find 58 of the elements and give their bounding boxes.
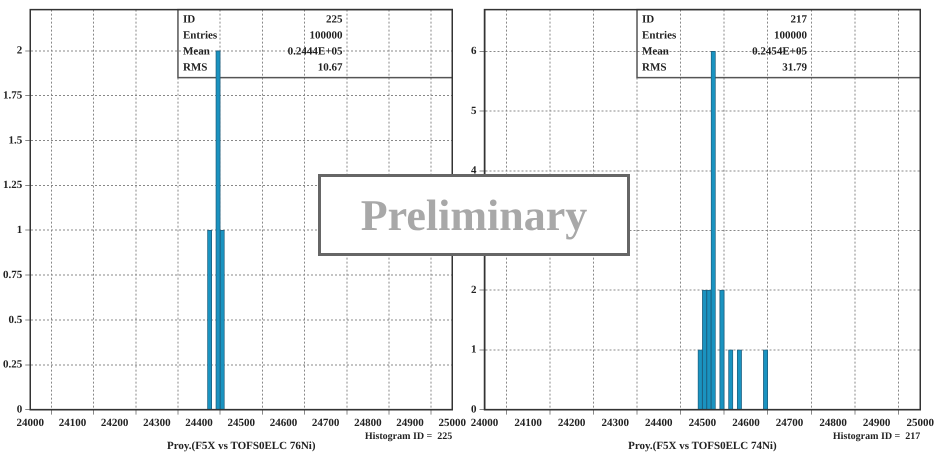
x-tick-label: 24100 <box>58 417 87 430</box>
x-tick-label: 24600 <box>270 417 298 430</box>
text: Histogram ID = 225 <box>364 431 452 442</box>
preliminary-stamp: Preliminary <box>318 174 630 256</box>
annotation: 217 <box>790 13 808 26</box>
annotation: RMS <box>182 61 208 74</box>
x-tick-label: 24300 <box>143 417 172 430</box>
x-tick-label: 24400 <box>185 417 214 430</box>
annotation: 100000 <box>774 29 808 42</box>
y-tick-label: 1.75 <box>3 90 23 102</box>
annotation: 0.2444E+05 <box>288 45 344 58</box>
annotation: Entries <box>182 29 218 42</box>
x-axis-title: Proy.(F5X vs TOFS0ELC 76Ni) <box>166 440 316 452</box>
x-axis-title: Proy.(F5X vs TOFS0ELC 74Ni) <box>628 440 777 452</box>
annotation: Mean <box>642 45 669 58</box>
x-tick-label: 25000 <box>438 417 466 430</box>
annotation: ID <box>642 13 654 26</box>
x-tick-label: 24000 <box>16 417 44 430</box>
y-tick-label: 1 <box>471 344 476 356</box>
x-tick-label: 24900 <box>862 417 891 430</box>
y-tick-label: 1 <box>16 224 22 236</box>
annotation: 10.67 <box>318 61 344 74</box>
y-tick-label: 5 <box>471 104 477 117</box>
x-tick-label: 24600 <box>732 417 760 430</box>
x-tick-label: 24000 <box>470 417 499 430</box>
x-tick-label: 24700 <box>776 417 804 430</box>
x-tick-label: 24500 <box>228 417 256 430</box>
x-tick-label: 24100 <box>514 417 542 430</box>
y-tick-label: 0 <box>16 403 23 416</box>
y-tick-label: 0.75 <box>3 268 23 281</box>
y-tick-label: 0.5 <box>8 314 23 326</box>
y-tick-label: 0 <box>471 403 477 416</box>
annotation: 31.79 <box>782 61 808 74</box>
x-tick-label: 24700 <box>312 417 340 430</box>
annotation: ID <box>182 13 196 26</box>
x-tick-label: 24300 <box>601 417 630 430</box>
x-tick-label: 24200 <box>558 417 586 430</box>
x-tick-label: 24500 <box>688 417 717 430</box>
x-tick-label: 24800 <box>354 417 382 430</box>
y-tick-label: 2 <box>16 44 23 57</box>
x-tick-label: 24400 <box>645 417 674 430</box>
annotation: 100000 <box>310 29 344 42</box>
annotation: RMS <box>642 61 666 74</box>
y-tick-label: 0.25 <box>3 358 23 371</box>
annotation: 225 <box>326 13 344 26</box>
y-tick-label: 1.5 <box>8 134 23 146</box>
y-tick-label: 6 <box>471 45 477 58</box>
y-tick-label: 2 <box>471 284 477 296</box>
x-tick-label: 24800 <box>819 417 848 430</box>
x-tick-label: 24900 <box>396 417 424 430</box>
text: Histogram ID = 217 <box>832 431 920 442</box>
y-tick-label: 4 <box>471 164 477 177</box>
x-tick-label: 25000 <box>906 417 934 430</box>
annotation: Mean <box>182 45 210 58</box>
annotation: 0.2454E+05 <box>752 45 808 58</box>
y-tick-label: 1.25 <box>3 179 23 192</box>
annotation: Entries <box>642 29 677 42</box>
x-tick-label: 24200 <box>100 417 129 430</box>
